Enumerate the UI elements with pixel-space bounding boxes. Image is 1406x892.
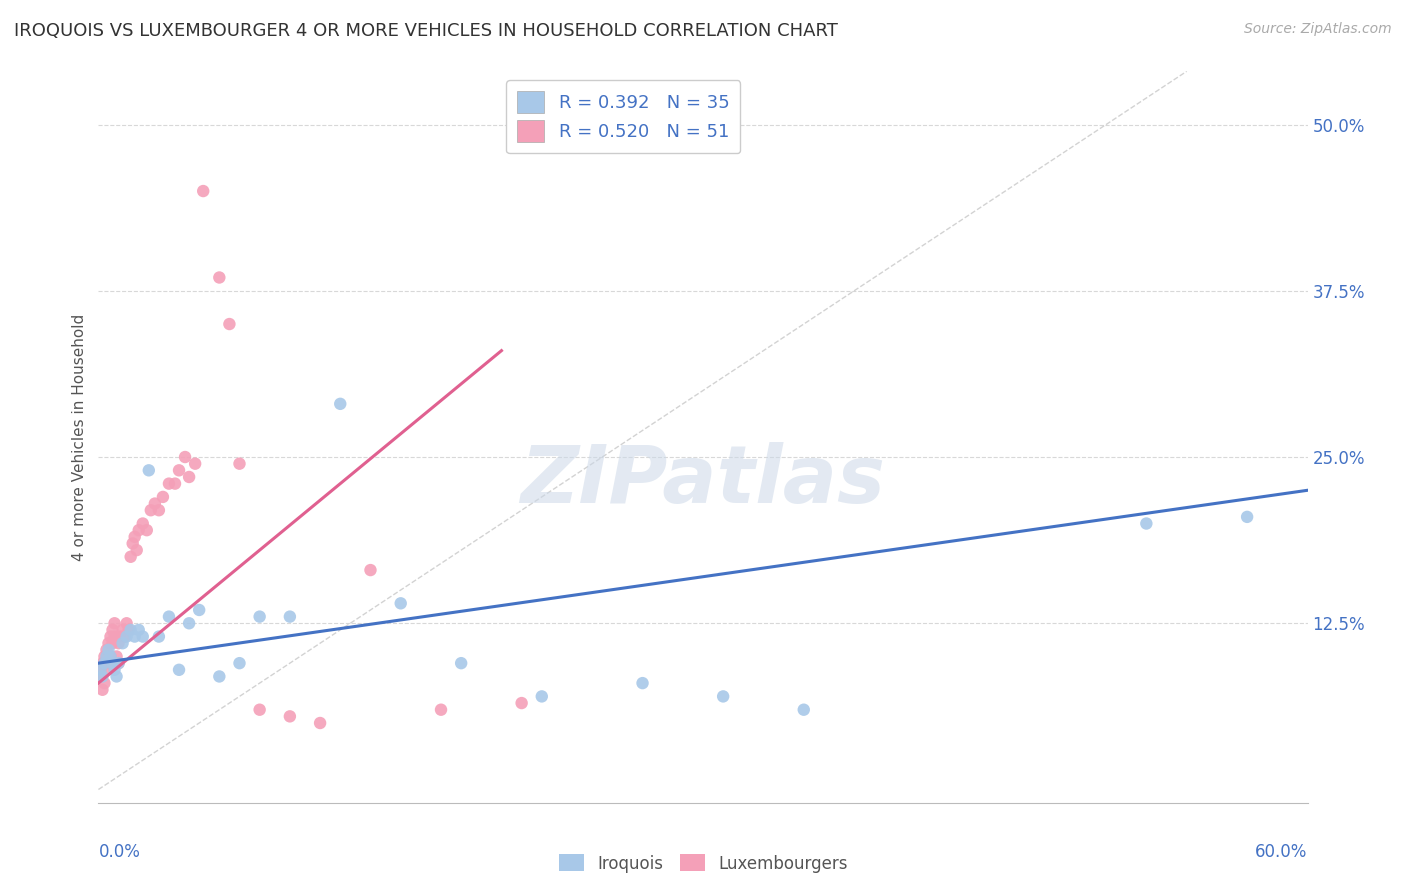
Point — [135, 523, 157, 537]
Point — [91, 669, 114, 683]
Point — [111, 636, 134, 650]
Point — [157, 476, 180, 491]
Point — [100, 630, 122, 644]
Point — [115, 630, 138, 644]
Point — [101, 656, 124, 670]
Point — [148, 503, 170, 517]
Point — [124, 630, 146, 644]
Point — [174, 450, 197, 464]
Point — [91, 682, 114, 697]
Point — [218, 317, 240, 331]
Point — [111, 623, 134, 637]
Point — [120, 623, 142, 637]
Point — [157, 609, 180, 624]
Point — [93, 676, 115, 690]
Point — [114, 630, 136, 644]
Point — [152, 490, 174, 504]
Point — [128, 523, 150, 537]
Point — [208, 270, 231, 285]
Point — [125, 543, 148, 558]
Legend: R = 0.392   N = 35, R = 0.520   N = 51: R = 0.392 N = 35, R = 0.520 N = 51 — [506, 80, 741, 153]
Point — [124, 530, 146, 544]
Point — [89, 663, 111, 677]
Text: Source: ZipAtlas.com: Source: ZipAtlas.com — [1244, 22, 1392, 37]
Point — [179, 616, 201, 631]
Point — [148, 630, 170, 644]
Point — [1236, 509, 1258, 524]
Point — [167, 663, 190, 677]
Point — [107, 656, 129, 670]
Point — [100, 649, 122, 664]
Point — [309, 716, 332, 731]
Point — [278, 609, 301, 624]
Point — [103, 663, 125, 677]
Point — [329, 397, 352, 411]
Point — [530, 690, 553, 704]
Point — [208, 669, 231, 683]
Legend: Iroquois, Luxembourgers: Iroquois, Luxembourgers — [553, 847, 853, 880]
Point — [101, 623, 124, 637]
Point — [132, 630, 155, 644]
Point — [132, 516, 155, 531]
Point — [430, 703, 453, 717]
Point — [389, 596, 412, 610]
Point — [139, 503, 162, 517]
Point — [228, 457, 250, 471]
Point — [89, 669, 111, 683]
Text: 0.0%: 0.0% — [98, 843, 141, 861]
Point — [249, 609, 271, 624]
Point — [450, 656, 472, 670]
Point — [96, 663, 118, 677]
Point — [93, 656, 115, 670]
Point — [278, 709, 301, 723]
Text: 60.0%: 60.0% — [1256, 843, 1308, 861]
Point — [96, 649, 118, 664]
Text: ZIPatlas: ZIPatlas — [520, 442, 886, 520]
Point — [105, 669, 128, 683]
Text: IROQUOIS VS LUXEMBOURGER 4 OR MORE VEHICLES IN HOUSEHOLD CORRELATION CHART: IROQUOIS VS LUXEMBOURGER 4 OR MORE VEHIC… — [14, 22, 838, 40]
Point — [179, 470, 201, 484]
Point — [110, 630, 132, 644]
Point — [143, 497, 166, 511]
Point — [107, 656, 129, 670]
Point — [510, 696, 533, 710]
Point — [228, 656, 250, 670]
Point — [249, 703, 271, 717]
Point — [360, 563, 382, 577]
Point — [107, 636, 129, 650]
Point — [711, 690, 734, 704]
Point — [96, 643, 118, 657]
Point — [138, 463, 160, 477]
Point — [89, 663, 111, 677]
Point — [103, 616, 125, 631]
Point — [128, 623, 150, 637]
Point — [120, 549, 142, 564]
Point — [167, 463, 190, 477]
Point — [121, 536, 143, 550]
Point — [1135, 516, 1157, 531]
Point — [793, 703, 815, 717]
Point — [188, 603, 211, 617]
Y-axis label: 4 or more Vehicles in Household: 4 or more Vehicles in Household — [72, 313, 87, 561]
Point — [103, 630, 125, 644]
Point — [93, 649, 115, 664]
Point — [184, 457, 207, 471]
Point — [118, 623, 141, 637]
Point — [115, 616, 138, 631]
Point — [105, 649, 128, 664]
Point — [100, 649, 122, 664]
Point — [193, 184, 215, 198]
Point — [97, 643, 120, 657]
Point — [163, 476, 186, 491]
Point — [97, 636, 120, 650]
Point — [97, 656, 120, 670]
Point — [101, 636, 124, 650]
Point — [631, 676, 654, 690]
Point — [91, 656, 114, 670]
